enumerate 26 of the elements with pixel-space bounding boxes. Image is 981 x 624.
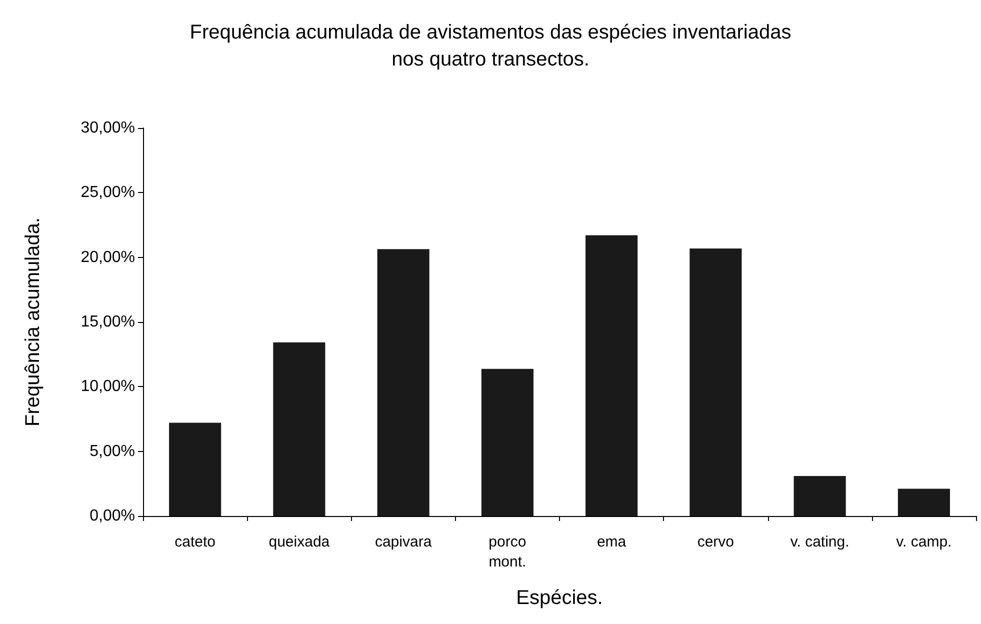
- y-tick-label: 5,00%: [90, 442, 135, 460]
- bar: [169, 422, 222, 516]
- bar: [794, 476, 846, 516]
- y-tick-label: 10,00%: [80, 378, 135, 396]
- x-tick-label: cateto: [174, 534, 216, 550]
- y-tick-label: 15,00%: [80, 314, 135, 330]
- bar: [898, 488, 950, 516]
- bar: [586, 235, 638, 516]
- bar: [377, 249, 430, 516]
- x-tick-label: cervo: [697, 534, 734, 550]
- x-tick-label: v. camp.: [896, 534, 952, 550]
- chart-title: Frequência acumulada de avistamentos das espécies inventariadas nos quatro transectos.: [190, 22, 792, 70]
- bar: [690, 248, 742, 516]
- bar: [273, 342, 326, 516]
- bar: [481, 368, 534, 516]
- x-tick-label: capivara: [374, 534, 432, 550]
- x-tick-label: queixada: [268, 534, 330, 550]
- y-tick-label: 25,00%: [80, 184, 135, 202]
- y-tick-label: 0,00%: [90, 508, 135, 524]
- x-axis-title: Espécies.: [516, 587, 603, 609]
- x-tick-label: v. cating.: [790, 534, 850, 550]
- x-tick-label: ema: [596, 534, 627, 550]
- y-tick-label: 20,00%: [80, 248, 135, 266]
- y-tick-label: 30,00%: [80, 120, 135, 136]
- y-axis-title: Frequência acumulada.: [22, 217, 44, 427]
- x-tick-label: porco mont.: [488, 534, 526, 570]
